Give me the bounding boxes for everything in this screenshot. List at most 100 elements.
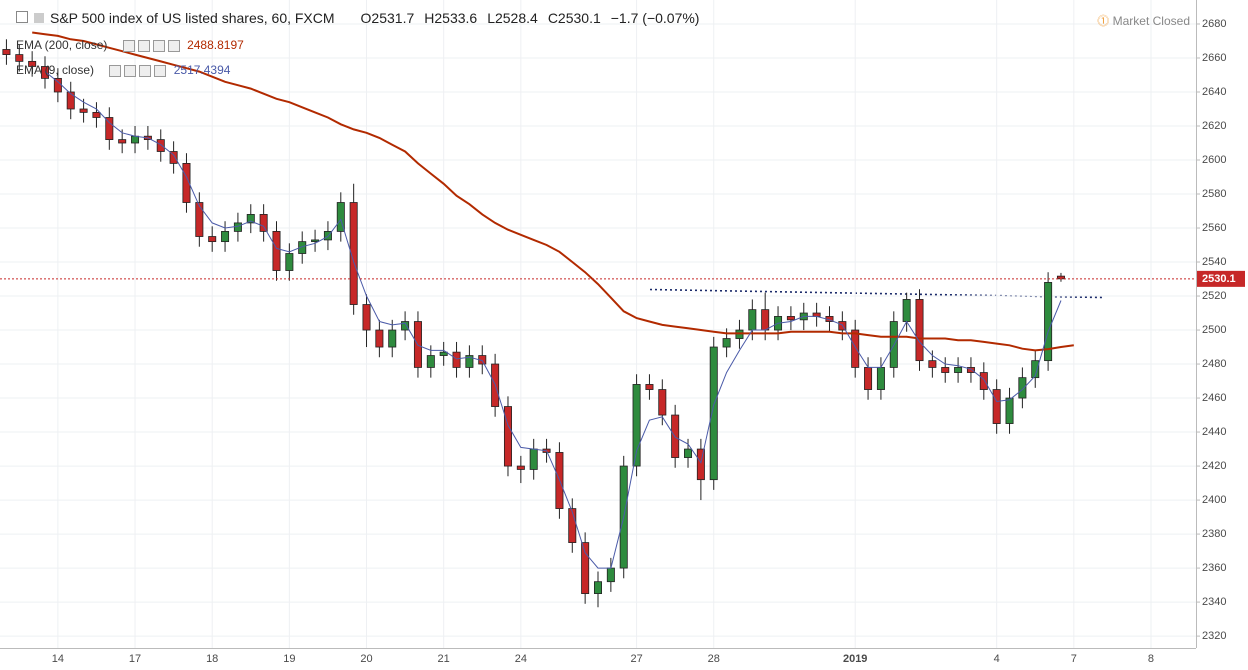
candle-body <box>452 351 461 368</box>
x-tick-label: 7 <box>1071 653 1077 665</box>
candle-body <box>709 346 718 481</box>
x-tick-label: 4 <box>994 653 1000 665</box>
candle-body <box>349 202 358 305</box>
candle-body <box>465 355 474 368</box>
icon[interactable] <box>154 64 167 77</box>
candle-body <box>902 299 911 322</box>
candle-body <box>131 135 140 144</box>
candle-body <box>516 465 525 470</box>
chart-title[interactable]: S&P 500 index of US listed shares, 60, F… <box>50 10 335 26</box>
y-tick-label: 2580 <box>1202 188 1226 200</box>
candle-body <box>118 139 127 144</box>
candle-body <box>1044 282 1053 362</box>
indicator-name[interactable]: EMA (200, close) <box>16 38 108 52</box>
candle-body <box>401 321 410 331</box>
y-tick-label: 2500 <box>1202 324 1226 336</box>
candle-body <box>28 60 37 67</box>
candle-body <box>503 406 512 467</box>
candle-body <box>195 202 204 237</box>
icon[interactable] <box>124 64 137 77</box>
candle-body <box>876 367 885 390</box>
x-tick-label: 21 <box>438 653 450 665</box>
candle-body <box>311 239 320 243</box>
candle-body <box>529 448 538 470</box>
candle-body <box>593 581 603 594</box>
icon[interactable] <box>109 64 122 77</box>
indicator-legend: EMA (9, close) 2517.4394 <box>16 63 230 77</box>
candle-body <box>375 329 384 348</box>
candle-body <box>362 304 371 331</box>
candle-body <box>568 508 577 543</box>
candle-body <box>864 367 873 390</box>
candle-body <box>581 542 590 594</box>
candle-body <box>684 448 693 458</box>
y-tick-label: 2400 <box>1202 494 1226 506</box>
y-tick-label: 2360 <box>1202 562 1226 574</box>
candle-body <box>169 151 178 164</box>
y-tick-label: 2320 <box>1202 630 1226 642</box>
candle-body <box>851 329 860 368</box>
candle-body <box>66 91 75 110</box>
x-tick-label: 8 <box>1148 653 1154 665</box>
y-tick-label: 2440 <box>1202 426 1226 438</box>
x-tick-label: 28 <box>708 653 720 665</box>
x-tick-label: 17 <box>129 653 141 665</box>
icon[interactable] <box>167 39 180 52</box>
y-tick-label: 2340 <box>1202 596 1226 608</box>
candle-body <box>1005 397 1014 424</box>
x-tick-label: 20 <box>360 653 372 665</box>
candle-body <box>298 241 307 254</box>
icon[interactable] <box>139 64 152 77</box>
status-icon: ⓵ <box>1097 14 1110 28</box>
status-text: Market Closed <box>1112 14 1190 28</box>
candle-body <box>786 316 795 321</box>
collapse-icon[interactable] <box>16 11 28 23</box>
ohlc-change: −1.7 (−0.07%) <box>610 10 700 26</box>
icon[interactable] <box>137 39 150 52</box>
y-tick-label: 2560 <box>1202 222 1226 234</box>
candle-body <box>53 77 62 93</box>
x-tick-label: 2019 <box>843 653 867 665</box>
candle-body <box>272 231 281 271</box>
ohlc-close: C2530.1 <box>547 10 601 26</box>
y-tick-label: 2420 <box>1202 460 1226 472</box>
y-tick-label: 2460 <box>1202 392 1226 404</box>
candle-body <box>285 253 294 271</box>
y-tick-label: 2680 <box>1202 18 1226 30</box>
icon[interactable] <box>152 39 165 52</box>
candle-body <box>388 329 397 348</box>
last-price-box <box>1197 270 1245 287</box>
icon[interactable] <box>122 39 135 52</box>
candle-body <box>722 338 731 348</box>
y-tick-label: 2380 <box>1202 528 1226 540</box>
indicator-value: 2517.4394 <box>173 63 231 77</box>
candle-body <box>606 567 615 583</box>
price-axis-bg <box>1196 0 1248 670</box>
y-tick-label: 2480 <box>1202 358 1226 370</box>
candle-body <box>748 309 757 331</box>
y-tick-label: 2540 <box>1202 256 1226 268</box>
candle-body <box>105 117 114 140</box>
candle-body <box>221 231 230 243</box>
candle-body <box>761 309 770 331</box>
candle-body <box>979 372 988 390</box>
indicator-value: 2488.8197 <box>187 38 244 52</box>
candle-body <box>92 111 101 118</box>
candle-body <box>915 299 924 362</box>
candle-body <box>645 384 654 390</box>
y-tick-label: 2520 <box>1202 290 1226 302</box>
y-tick-label: 2600 <box>1202 154 1226 166</box>
y-tick-label: 2640 <box>1202 86 1226 98</box>
indicator-name[interactable]: EMA (9, close) <box>16 63 95 77</box>
ohlc-open: O2531.7 <box>360 10 415 26</box>
candle-body <box>233 222 242 232</box>
y-tick-label: 2620 <box>1202 120 1226 132</box>
candle-body <box>954 367 963 373</box>
candle-body <box>15 54 24 62</box>
candle-body <box>259 214 268 232</box>
candle-body <box>41 66 50 79</box>
x-tick-label: 24 <box>515 653 527 665</box>
indicator-legend: EMA (200, close) 2488.8197 <box>16 38 244 52</box>
candle-body <box>966 367 975 373</box>
